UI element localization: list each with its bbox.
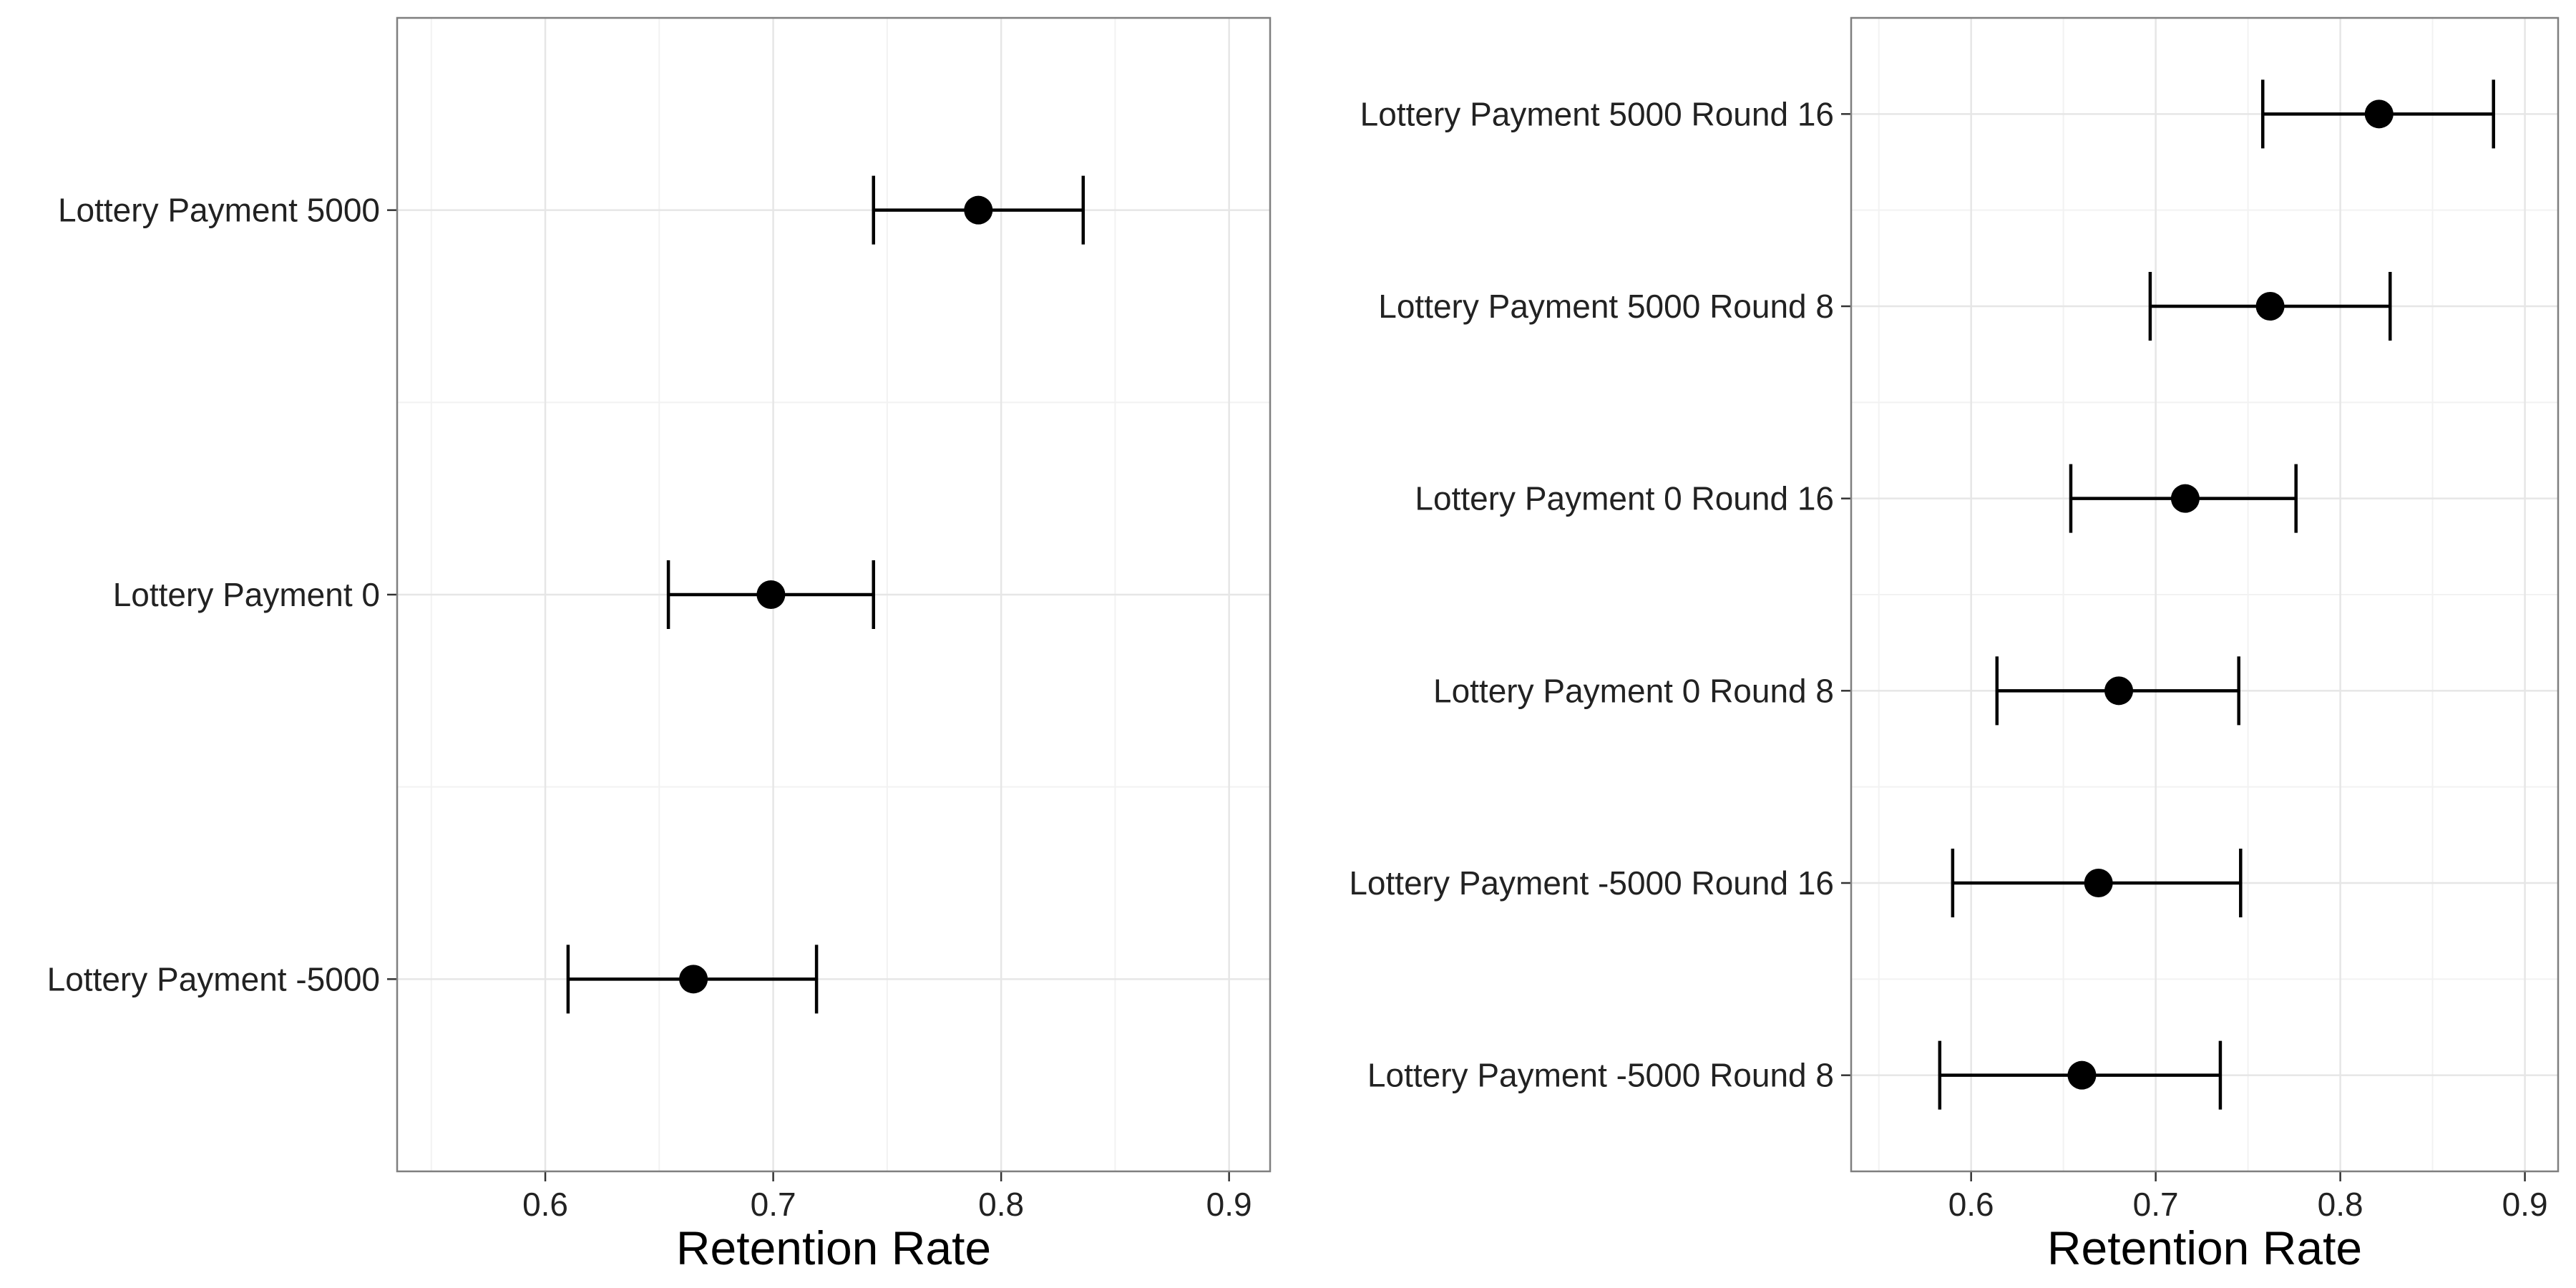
x-tick-label-0-9: 0.9 <box>2502 1186 2548 1223</box>
data-point <box>2104 676 2134 706</box>
data-point-group-lottery-payment-5000-round-8 <box>1938 1040 2223 1110</box>
data-point-group-lottery-payment-5000-round-8 <box>2148 272 2392 341</box>
x-tick-label-0-7: 0.7 <box>751 1186 796 1223</box>
data-point-group-lottery-payment-5000 <box>566 945 819 1014</box>
x-tick-label-0-6: 0.6 <box>1948 1186 1994 1223</box>
data-point-group-lottery-payment-0-round-16 <box>2069 464 2298 533</box>
data-point-group-lottery-payment-0 <box>666 560 875 629</box>
y-category-label-lottery-payment-5000-round-8: Lottery Payment 5000 Round 8 <box>1378 288 1834 325</box>
x-axis-title: Retention Rate <box>676 1221 991 1274</box>
data-point <box>756 580 786 609</box>
data-point <box>2364 99 2394 129</box>
x-axis-title: Retention Rate <box>2047 1221 2362 1274</box>
x-tick-label-0-6: 0.6 <box>522 1186 568 1223</box>
data-point-group-lottery-payment-0-round-8 <box>1995 656 2240 726</box>
data-point-group-lottery-payment-5000-round-16 <box>1951 849 2243 917</box>
y-category-label-lottery-payment-5000-round-16: Lottery Payment -5000 Round 16 <box>1349 864 1834 902</box>
y-category-label-lottery-payment-5000: Lottery Payment 5000 <box>58 192 380 229</box>
y-category-label-lottery-payment-5000-round-8: Lottery Payment -5000 Round 8 <box>1367 1057 1834 1094</box>
data-point-group-lottery-payment-5000 <box>872 175 1085 245</box>
y-category-label-lottery-payment-5000-round-16: Lottery Payment 5000 Round 16 <box>1360 95 1834 132</box>
x-tick-label-0-8: 0.8 <box>2318 1186 2363 1223</box>
panel-lottery-payment-by-round: 0.6 0.7 0.8 0.9 Lottery Payment 5000 Round 1… <box>1349 16 2560 1274</box>
y-category-label-lottery-payment-0: Lottery Payment 0 <box>113 576 380 613</box>
data-point <box>2067 1060 2097 1090</box>
data-point <box>2255 292 2285 321</box>
y-category-label-lottery-payment-5000: Lottery Payment -5000 <box>47 960 380 997</box>
panel-overall-lottery-payment: 0.6 0.7 0.8 0.9 Lottery Payment 5000 Lottery … <box>47 16 1272 1274</box>
data-point <box>2084 869 2113 897</box>
data-point <box>679 965 708 994</box>
data-point <box>2170 484 2200 513</box>
x-tick-label-0-7: 0.7 <box>2133 1186 2179 1223</box>
y-category-label-lottery-payment-0-round-8: Lottery Payment 0 Round 8 <box>1433 672 1834 709</box>
x-tick-label-0-9: 0.9 <box>1206 1186 1252 1223</box>
data-point-group-lottery-payment-5000-round-16 <box>2261 79 2495 149</box>
data-point <box>964 195 993 225</box>
plot-border <box>1850 16 2560 1173</box>
plot-border <box>396 16 1272 1173</box>
y-category-label-lottery-payment-0-round-16: Lottery Payment 0 Round 16 <box>1415 480 1834 517</box>
x-tick-label-0-8: 0.8 <box>978 1186 1024 1223</box>
